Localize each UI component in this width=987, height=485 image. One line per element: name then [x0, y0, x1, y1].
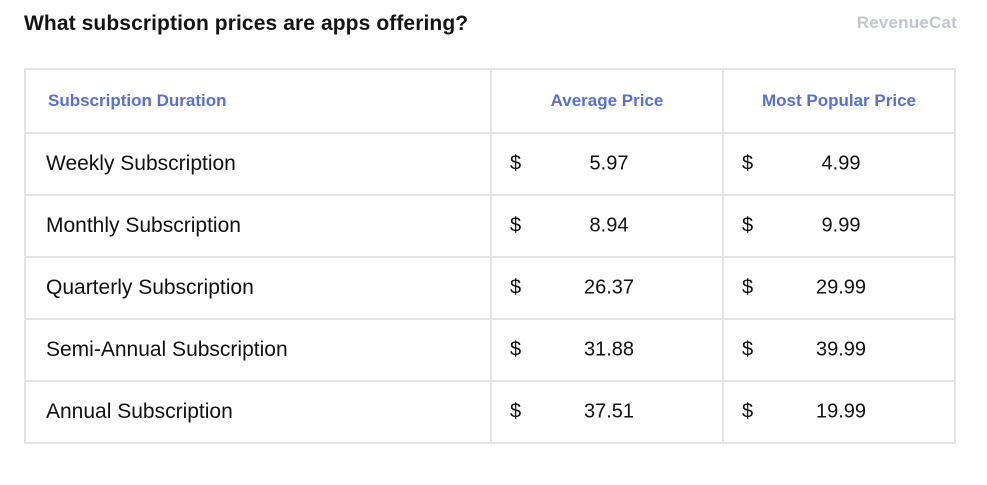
table-row: Semi-Annual Subscription $ 31.88 $ 39.99 [24, 318, 956, 382]
revenuecat-logo: RevenueCat [856, 13, 957, 32]
currency-symbol: $ [510, 338, 522, 361]
popular-price-value: 29.99 [815, 276, 867, 299]
price-table: Subscription Duration Average Price Most… [24, 68, 956, 444]
column-header-popular-price: Most Popular Price [722, 68, 956, 134]
price-table-container: Subscription Duration Average Price Most… [24, 68, 956, 444]
average-price-value: 8.94 [589, 214, 629, 237]
average-price-cell: $ 26.37 [490, 256, 724, 320]
average-price-value: 31.88 [583, 338, 635, 361]
column-header-duration: Subscription Duration [24, 68, 492, 134]
duration-cell: Monthly Subscription [24, 194, 492, 258]
popular-price-value: 9.99 [821, 214, 861, 237]
average-price-value: 26.37 [583, 276, 635, 299]
average-price-cell: $ 37.51 [490, 380, 724, 444]
table-row: Annual Subscription $ 37.51 $ 19.99 [24, 380, 956, 444]
duration-cell: Weekly Subscription [24, 132, 492, 196]
duration-cell: Quarterly Subscription [24, 256, 492, 320]
currency-symbol: $ [510, 152, 522, 175]
table-row: Monthly Subscription $ 8.94 $ 9.99 [24, 194, 956, 258]
table-row: Quarterly Subscription $ 26.37 $ 29.99 [24, 256, 956, 320]
duration-cell: Annual Subscription [24, 380, 492, 444]
popular-price-cell: $ 9.99 [722, 194, 956, 258]
currency-symbol: $ [510, 214, 522, 237]
currency-symbol: $ [742, 214, 754, 237]
table-row: Weekly Subscription $ 5.97 $ 4.99 [24, 132, 956, 196]
currency-symbol: $ [510, 276, 522, 299]
average-price-cell: $ 31.88 [490, 318, 724, 382]
popular-price-cell: $ 19.99 [722, 380, 956, 444]
popular-price-cell: $ 29.99 [722, 256, 956, 320]
average-price-value: 5.97 [589, 152, 629, 175]
currency-symbol: $ [742, 400, 754, 423]
popular-price-cell: $ 39.99 [722, 318, 956, 382]
column-header-average-price: Average Price [490, 68, 724, 134]
average-price-cell: $ 5.97 [490, 132, 724, 196]
popular-price-value: 19.99 [815, 400, 867, 423]
currency-symbol: $ [742, 276, 754, 299]
duration-cell: Semi-Annual Subscription [24, 318, 492, 382]
currency-symbol: $ [742, 338, 754, 361]
average-price-cell: $ 8.94 [490, 194, 724, 258]
popular-price-cell: $ 4.99 [722, 132, 956, 196]
popular-price-value: 39.99 [815, 338, 867, 361]
currency-symbol: $ [510, 400, 522, 423]
table-header-row: Subscription Duration Average Price Most… [24, 68, 956, 134]
average-price-value: 37.51 [583, 400, 635, 423]
popular-price-value: 4.99 [821, 152, 861, 175]
page-title: What subscription prices are apps offeri… [24, 12, 469, 35]
currency-symbol: $ [742, 152, 754, 175]
